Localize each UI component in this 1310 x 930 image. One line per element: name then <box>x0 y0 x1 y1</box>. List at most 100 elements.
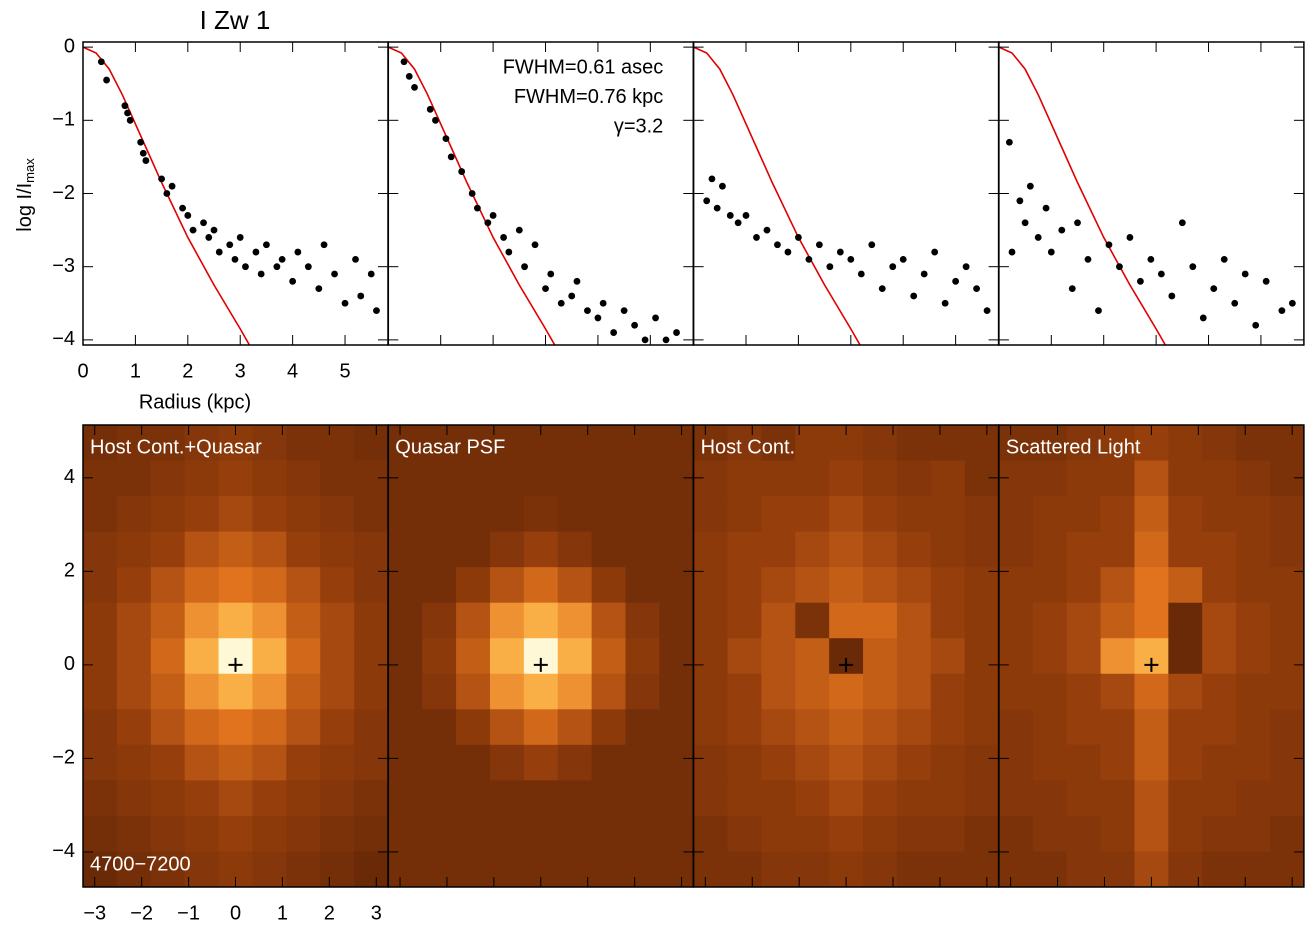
heatmap-cell <box>184 709 220 746</box>
panel-label: Quasar PSF <box>395 436 505 458</box>
heatmap-cell <box>422 496 457 533</box>
heatmap-cell <box>1066 709 1102 746</box>
heatmap-cell <box>557 567 593 604</box>
heatmap-cell <box>795 638 830 675</box>
heatmap-cell <box>896 638 932 675</box>
data-point <box>1241 270 1249 278</box>
heatmap-cell <box>761 638 796 675</box>
data-point <box>703 197 711 205</box>
scatter-panel: 0 1 2 3 4 5 −4 −3 −2 −1 0 <box>52 35 389 382</box>
data-point <box>826 263 834 271</box>
data-point <box>252 248 260 256</box>
heatmap-cell <box>761 460 796 497</box>
heatmap-cell <box>659 531 694 568</box>
heatmap-cell <box>1032 673 1068 710</box>
data-point <box>126 116 134 124</box>
heatmap-cell <box>252 709 287 746</box>
heatmap-cell <box>116 425 152 462</box>
heatmap-cell <box>320 460 355 497</box>
heatmap-cell <box>354 567 389 604</box>
heatmap-cell <box>557 780 593 817</box>
panel-annotation: 4700−7200 <box>90 853 191 875</box>
heatmap-cell <box>727 496 762 533</box>
heatmap-cell <box>456 780 491 817</box>
heatmap-cell <box>795 780 830 817</box>
heatmap-cell <box>930 638 966 675</box>
heatmap-cell <box>964 780 1000 817</box>
annotation: FWHM=0.76 kpc <box>514 86 663 108</box>
heatmap-cell <box>354 425 389 462</box>
data-point <box>815 241 823 249</box>
data-point <box>373 307 380 315</box>
heatmap-cell <box>1032 709 1068 746</box>
data-point <box>124 109 131 117</box>
heatmap-cell <box>964 496 1000 533</box>
data-point <box>473 204 481 212</box>
data-point <box>1157 270 1165 278</box>
heatmap-cell <box>286 851 321 888</box>
heatmap-cell <box>1202 815 1237 852</box>
heatmap-cell <box>863 425 898 462</box>
data-point <box>620 307 628 315</box>
heatmap-cell <box>456 567 491 604</box>
heatmap-cell <box>1270 638 1305 675</box>
data-point <box>584 307 591 315</box>
heatmap-cell <box>998 602 1034 639</box>
heatmap-cell <box>1100 460 1135 497</box>
heatmap-cell <box>523 602 559 639</box>
y-axis-label-sub: max <box>22 158 37 183</box>
heatmap-cell <box>456 638 491 675</box>
y-tick-label: −2 <box>52 182 75 204</box>
heatmap-cell <box>456 425 491 462</box>
heatmap-cell <box>523 567 559 604</box>
heatmap-cell <box>116 815 152 852</box>
heatmap-cell <box>523 709 559 746</box>
heatmap-cell <box>150 744 186 781</box>
x-tick-label: −3 <box>83 902 106 924</box>
heatmap-cell <box>964 673 1000 710</box>
heatmap-cell <box>625 780 660 817</box>
heatmap-cell <box>252 638 287 675</box>
heatmap-cell <box>727 531 762 568</box>
data-point <box>726 212 734 219</box>
heatmap-cell <box>1236 460 1271 497</box>
heatmap-cell <box>761 744 796 781</box>
data-point <box>973 285 980 293</box>
heatmap-cell <box>896 602 932 639</box>
data-point <box>1008 248 1016 256</box>
heatmap-cell <box>1236 673 1271 710</box>
heatmap-cell <box>456 460 491 497</box>
data-point <box>458 168 466 175</box>
heatmap-cell <box>1270 460 1305 497</box>
data-point <box>983 307 991 315</box>
heatmap-cell <box>829 744 864 781</box>
heatmap-cell <box>1236 425 1271 462</box>
heatmap-cell <box>388 460 423 497</box>
heatmap-cell <box>1134 709 1169 746</box>
heatmap-cell <box>1168 602 1203 639</box>
heatmap-cell <box>557 425 593 462</box>
heatmap-cell <box>1066 744 1102 781</box>
heatmap-cell <box>1134 744 1169 781</box>
scatter-panel <box>692 41 1000 346</box>
heatmap-cell <box>1066 425 1102 462</box>
panel-frame <box>82 41 389 346</box>
heatmap-cell <box>930 851 966 888</box>
heatmap-cell <box>659 602 694 639</box>
model-curve <box>387 46 556 345</box>
heatmap-cell <box>354 638 389 675</box>
heatmap-cell <box>320 851 355 888</box>
heatmap-cell <box>150 460 186 497</box>
heatmap-cell <box>116 460 152 497</box>
heatmap-cell <box>795 851 830 888</box>
heatmap-cell <box>1066 851 1102 888</box>
heatmap-cell <box>896 780 932 817</box>
heatmap-cell <box>489 851 525 888</box>
heatmap-cell <box>591 709 627 746</box>
data-point <box>547 270 555 278</box>
heatmap-cell <box>320 815 355 852</box>
heatmap-cell <box>184 638 220 675</box>
heatmap-cell <box>693 780 728 817</box>
data-point <box>857 270 865 278</box>
heatmap-cell <box>1100 851 1135 888</box>
